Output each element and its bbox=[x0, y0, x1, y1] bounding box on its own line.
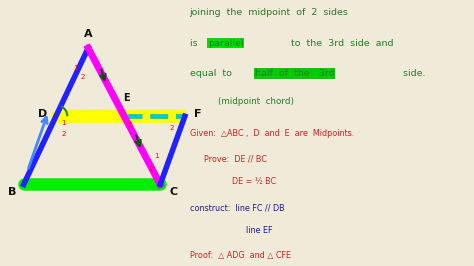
Text: Proof:  △ ADG  and △ CFE: Proof: △ ADG and △ CFE bbox=[190, 251, 291, 260]
Text: D: D bbox=[38, 109, 47, 119]
Text: (midpoint  chord): (midpoint chord) bbox=[218, 97, 294, 106]
Text: A: A bbox=[84, 29, 92, 39]
Text: 1: 1 bbox=[73, 65, 77, 72]
Text: 2: 2 bbox=[62, 131, 66, 137]
Text: 2: 2 bbox=[81, 74, 85, 80]
Text: side.: side. bbox=[397, 69, 426, 78]
Text: 2: 2 bbox=[128, 122, 132, 128]
Text: equal  to: equal to bbox=[190, 69, 237, 78]
Text: 1: 1 bbox=[62, 120, 66, 126]
Text: joining  the  midpoint  of  2  sides: joining the midpoint of 2 sides bbox=[190, 8, 348, 17]
Text: E: E bbox=[123, 93, 129, 103]
Text: line EF: line EF bbox=[246, 226, 273, 235]
Text: Prove:  DE // BC: Prove: DE // BC bbox=[204, 154, 267, 163]
Text: parallel: parallel bbox=[208, 39, 244, 48]
Text: Given:  △ABC ,  D  and  E  are  Midpoints.: Given: △ABC , D and E are Midpoints. bbox=[190, 129, 354, 138]
Text: is: is bbox=[190, 39, 200, 48]
Text: 2: 2 bbox=[149, 166, 153, 172]
Text: half  of  the   3rd: half of the 3rd bbox=[255, 69, 335, 78]
Text: to  the  3rd  side  and: to the 3rd side and bbox=[285, 39, 393, 48]
Text: 1: 1 bbox=[155, 153, 159, 159]
Text: 2: 2 bbox=[170, 125, 174, 131]
Text: F: F bbox=[194, 109, 202, 119]
Text: C: C bbox=[170, 187, 178, 197]
Text: construct:  line FC // DB: construct: line FC // DB bbox=[190, 203, 284, 213]
Text: DE = ½ BC: DE = ½ BC bbox=[232, 177, 276, 186]
Text: B: B bbox=[8, 187, 17, 197]
